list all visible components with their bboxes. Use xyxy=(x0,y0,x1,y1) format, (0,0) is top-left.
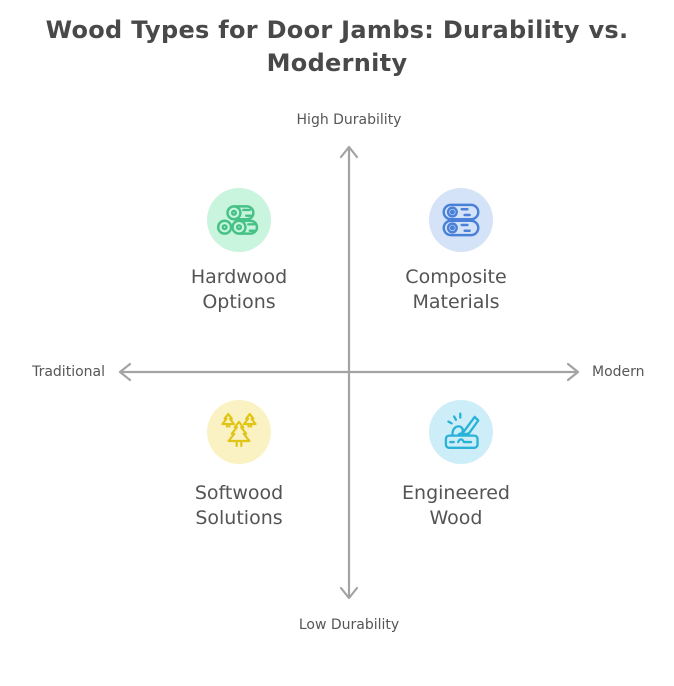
arrowhead-right-icon xyxy=(566,362,580,382)
arrowhead-left-icon xyxy=(118,362,132,382)
logs-icon xyxy=(207,188,271,252)
page-title: Wood Types for Door Jambs: Durability vs… xyxy=(45,16,629,77)
axis-left-label: Traditional xyxy=(32,364,105,380)
quadrant-label-line: Engineered xyxy=(402,482,510,504)
quadrant-label-engineered: Engineered Wood xyxy=(402,481,510,531)
quadrant-label-line: Materials xyxy=(412,291,500,313)
stacked-logs-icon xyxy=(429,188,493,252)
quadrant-label-composite: Composite Materials xyxy=(405,265,506,315)
axis-top-label: High Durability xyxy=(296,112,402,128)
quadrant-label-line: Wood xyxy=(429,507,483,529)
axis-right-label: Modern xyxy=(592,364,645,380)
arrowhead-up-icon xyxy=(339,145,359,159)
arrowhead-down-icon xyxy=(339,586,359,600)
quadrant-label-hardwood: Hardwood Options xyxy=(191,265,287,315)
quadrant-label-line: Composite xyxy=(405,266,507,288)
quadrant-label-softwood: Softwood Solutions xyxy=(195,481,283,531)
quadrant-label-line: Hardwood xyxy=(190,266,288,288)
quadrant-label-line: Softwood xyxy=(194,482,284,504)
wood-carving-icon xyxy=(429,400,493,464)
pine-trees-icon xyxy=(207,400,271,464)
quadrant-label-line: Options xyxy=(202,291,276,313)
quadrant-label-line: Solutions xyxy=(195,507,283,529)
axis-bottom-label: Low Durability xyxy=(298,617,400,633)
